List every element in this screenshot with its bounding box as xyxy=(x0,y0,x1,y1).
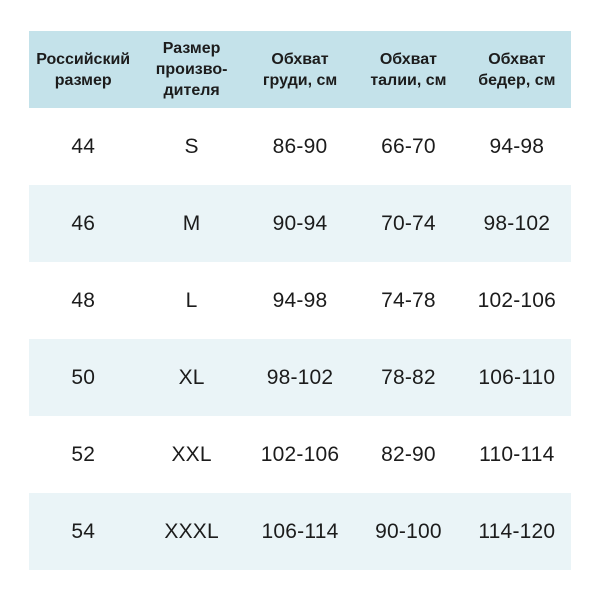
cell-manufacturer-size: M xyxy=(182,211,201,235)
cell-waist: 82-90 xyxy=(381,442,436,466)
size-chart-table: Российский размер Размер произво- дителя… xyxy=(29,31,571,570)
cell-hips: 110-114 xyxy=(479,442,555,466)
table-header-row: Российский размер Размер произво- дителя… xyxy=(29,31,571,108)
cell-waist: 78-82 xyxy=(381,365,436,389)
cell-chest: 94-98 xyxy=(272,288,328,312)
header-line: дителя xyxy=(163,82,220,99)
cell-waist: 66-70 xyxy=(381,134,436,158)
header-line: размер xyxy=(54,71,112,89)
table-row: 52 XXL 102-106 82-90 110-114 xyxy=(29,416,571,493)
header-cell-waist: Обхват талии, см xyxy=(354,31,462,108)
header-line: Размер xyxy=(162,40,221,57)
cell-hips: 114-120 xyxy=(478,519,556,543)
cell-hips: 98-102 xyxy=(483,211,551,235)
header-cell-manufacturer-size: Размер произво- дителя xyxy=(137,31,245,108)
cell-russian-size: 46 xyxy=(71,211,96,235)
cell-manufacturer-size: XL xyxy=(178,365,205,389)
cell-waist: 70-74 xyxy=(381,211,436,235)
cell-russian-size: 44 xyxy=(71,134,96,158)
table-row: 50 XL 98-102 78-82 106-110 xyxy=(29,339,571,416)
cell-manufacturer-size: XXL xyxy=(171,442,212,466)
cell-hips: 106-110 xyxy=(478,365,556,389)
cell-russian-size: 48 xyxy=(71,288,96,312)
cell-russian-size: 52 xyxy=(71,442,96,466)
cell-hips: 94-98 xyxy=(489,134,545,158)
header-line: Обхват xyxy=(271,50,329,68)
cell-manufacturer-size: S xyxy=(184,134,199,158)
header-line: Российский xyxy=(36,50,131,68)
header-line: бедер, см xyxy=(478,71,556,89)
cell-chest: 86-90 xyxy=(272,134,328,158)
header-cell-russian-size: Российский размер xyxy=(29,31,137,108)
cell-hips: 102-106 xyxy=(477,288,557,312)
header-line: Обхват xyxy=(379,50,438,68)
header-line: Обхват xyxy=(488,50,546,68)
cell-manufacturer-size: L xyxy=(185,288,198,312)
table-row: 48 L 94-98 74-78 102-106 xyxy=(29,262,571,339)
cell-waist: 74-78 xyxy=(381,288,436,312)
table-row: 46 M 90-94 70-74 98-102 xyxy=(29,185,571,262)
header-cell-chest: Обхват груди, см xyxy=(246,31,354,108)
cell-russian-size: 50 xyxy=(71,365,96,389)
header-line: произво- xyxy=(155,61,228,78)
cell-manufacturer-size: XXXL xyxy=(164,519,219,543)
header-line: груди, см xyxy=(262,71,338,89)
cell-chest: 98-102 xyxy=(266,365,334,389)
cell-waist: 90-100 xyxy=(375,519,442,543)
cell-russian-size: 54 xyxy=(71,519,96,543)
table-row: 54 XXXL 106-114 90-100 114-120 xyxy=(29,493,571,570)
header-line: талии, см xyxy=(370,71,447,89)
header-cell-hips: Обхват бедер, см xyxy=(463,31,571,108)
cell-chest: 102-106 xyxy=(260,442,340,466)
cell-chest: 90-94 xyxy=(272,211,328,235)
table-row: 44 S 86-90 66-70 94-98 xyxy=(29,108,571,185)
cell-chest: 106-114 xyxy=(261,519,339,543)
